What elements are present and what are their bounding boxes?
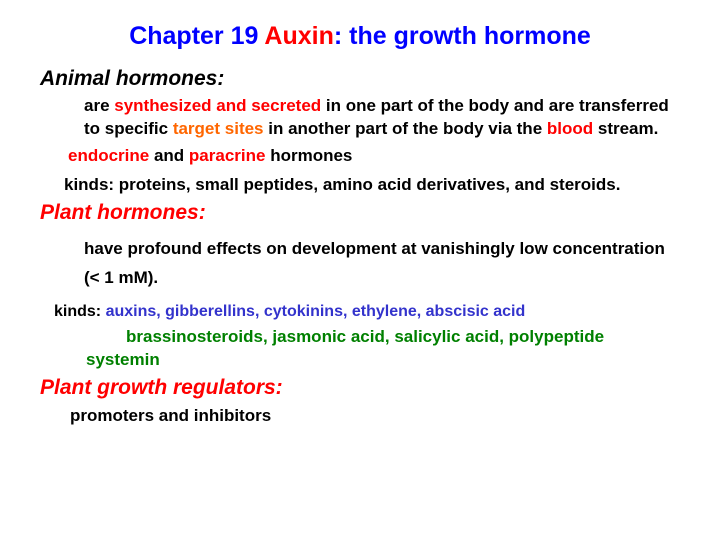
heading-plant-hormones: Plant hormones: [40, 201, 680, 225]
text-frag-green: brassinosteroids, jasmonic acid, salicyl… [126, 327, 604, 346]
text-frag-red: blood [547, 119, 593, 138]
animal-kinds: kinds: proteins, small peptides, amino a… [64, 174, 680, 197]
text-frag-orange: target sites [173, 119, 264, 138]
text-frag-green: systemin [86, 350, 160, 369]
animal-definition: are synthesized and secreted in one part… [84, 95, 680, 141]
text-frag: hormones [265, 146, 352, 165]
title-part-2: Auxin [264, 22, 333, 50]
heading-animal-hormones: Animal hormones: [40, 67, 680, 91]
plant-definition: have profound effects on development at … [84, 235, 680, 293]
plant-kinds: kinds: auxins, gibberellins, cytokinins,… [54, 301, 680, 323]
title-part-3: : the growth hormone [334, 22, 591, 50]
slide-title: Chapter 19 Auxin: the growth hormone [40, 22, 680, 51]
text-frag: and [149, 146, 189, 165]
slide-container: Chapter 19 Auxin: the growth hormone Ani… [0, 0, 720, 450]
regulators-line: promoters and inhibitors [70, 406, 680, 426]
text-frag-red: paracrine [189, 146, 266, 165]
heading-plant-regulators: Plant growth regulators: [40, 376, 680, 400]
title-part-1: Chapter 19 [129, 22, 264, 50]
text-frag-red: endocrine [68, 146, 149, 165]
animal-hormone-types: endocrine and paracrine hormones [68, 145, 680, 168]
text-frag: in another part of the body via the [264, 119, 547, 138]
plant-extra-kinds: brassinosteroids, jasmonic acid, salicyl… [98, 326, 680, 372]
text-frag-red: synthesized and secreted [114, 96, 321, 115]
text-frag: kinds: [54, 303, 106, 320]
text-frag: stream. [593, 119, 658, 138]
text-frag-navy: auxins, gibberellins, cytokinins, ethyle… [106, 303, 526, 320]
text-frag: are [84, 96, 114, 115]
